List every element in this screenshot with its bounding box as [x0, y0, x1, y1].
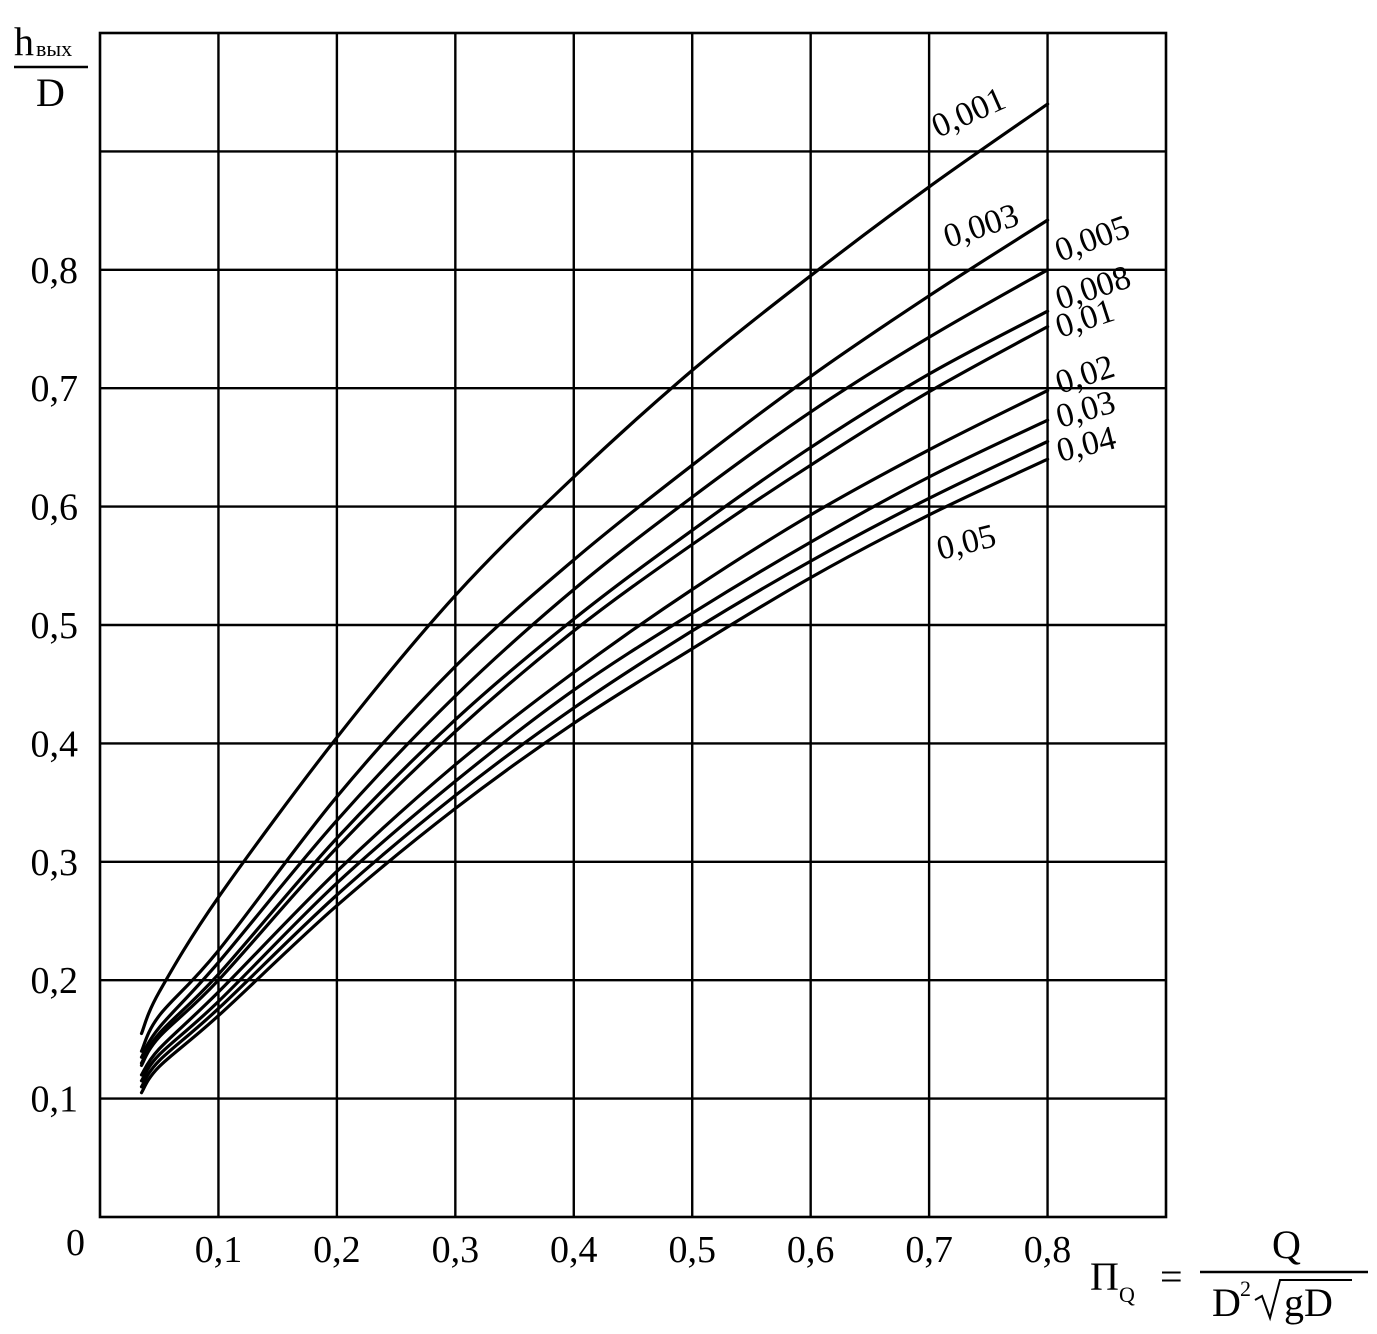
x-axis-title: Π Q = Q D 2 gD: [1090, 1222, 1368, 1325]
y-axis-title: h вых D: [14, 19, 88, 115]
y-tick-label: 0,2: [31, 960, 79, 1002]
y-tick-label: 0,4: [31, 723, 79, 765]
y-tick-label: 0,6: [31, 487, 79, 529]
y-title-denominator: D: [36, 70, 65, 115]
y-tick-label: 0,8: [31, 250, 79, 292]
series-curve: [139, 325, 1050, 1067]
x-title-denominator-root: gD: [1284, 1280, 1333, 1325]
x-title-denominator-sup: 2: [1240, 1276, 1251, 1301]
tick-labels: 0,1 0,2 0,3 0,4 0,5 0,6 0,7 0,8 0,1 0,2 0,3 0,4 0,5 0…: [31, 250, 1072, 1271]
x-tick-label: 0,7: [905, 1229, 953, 1271]
x-title-symbol-sub: Q: [1119, 1282, 1135, 1307]
origin-label: 0: [66, 1222, 85, 1264]
x-tick-label: 0,2: [313, 1229, 361, 1271]
y-tick-label: 0,7: [31, 368, 79, 410]
series-curve: [139, 389, 1050, 1077]
series-group: [139, 102, 1050, 1095]
series-curve: [139, 439, 1050, 1089]
y-tick-label: 0,5: [31, 605, 79, 647]
curve-label: 0,001: [926, 80, 1011, 145]
x-tick-label: 0,6: [787, 1229, 835, 1271]
x-tick-label: 0,8: [1024, 1229, 1072, 1271]
series-curve: [139, 268, 1050, 1059]
series-curve: [139, 218, 1050, 1053]
x-tick-label: 0,5: [668, 1229, 716, 1271]
y-tick-label: 0,3: [31, 842, 79, 884]
x-title-numerator: Q: [1272, 1222, 1301, 1267]
y-title-numerator-sub: вых: [36, 36, 72, 61]
curve-label: 0,05: [933, 517, 1000, 567]
x-title-equals: =: [1160, 1254, 1183, 1299]
x-tick-label: 0,1: [195, 1229, 243, 1271]
grid: [100, 33, 1166, 1217]
sqrt-icon: [1254, 1279, 1352, 1322]
x-title-symbol: Π: [1090, 1254, 1119, 1299]
curve-label: 0,003: [939, 197, 1023, 256]
y-title-numerator: h: [14, 19, 34, 64]
x-tick-label: 0,3: [432, 1229, 480, 1271]
x-title-denominator-d: D: [1212, 1280, 1241, 1325]
plot-frame: [98, 31, 1168, 1219]
series-curve: [139, 309, 1050, 1065]
series-curve: [139, 418, 1050, 1083]
y-tick-label: 0,1: [31, 1079, 79, 1121]
series-curve: [139, 457, 1050, 1095]
x-tick-label: 0,4: [550, 1229, 598, 1271]
series-curve: [139, 102, 1050, 1036]
